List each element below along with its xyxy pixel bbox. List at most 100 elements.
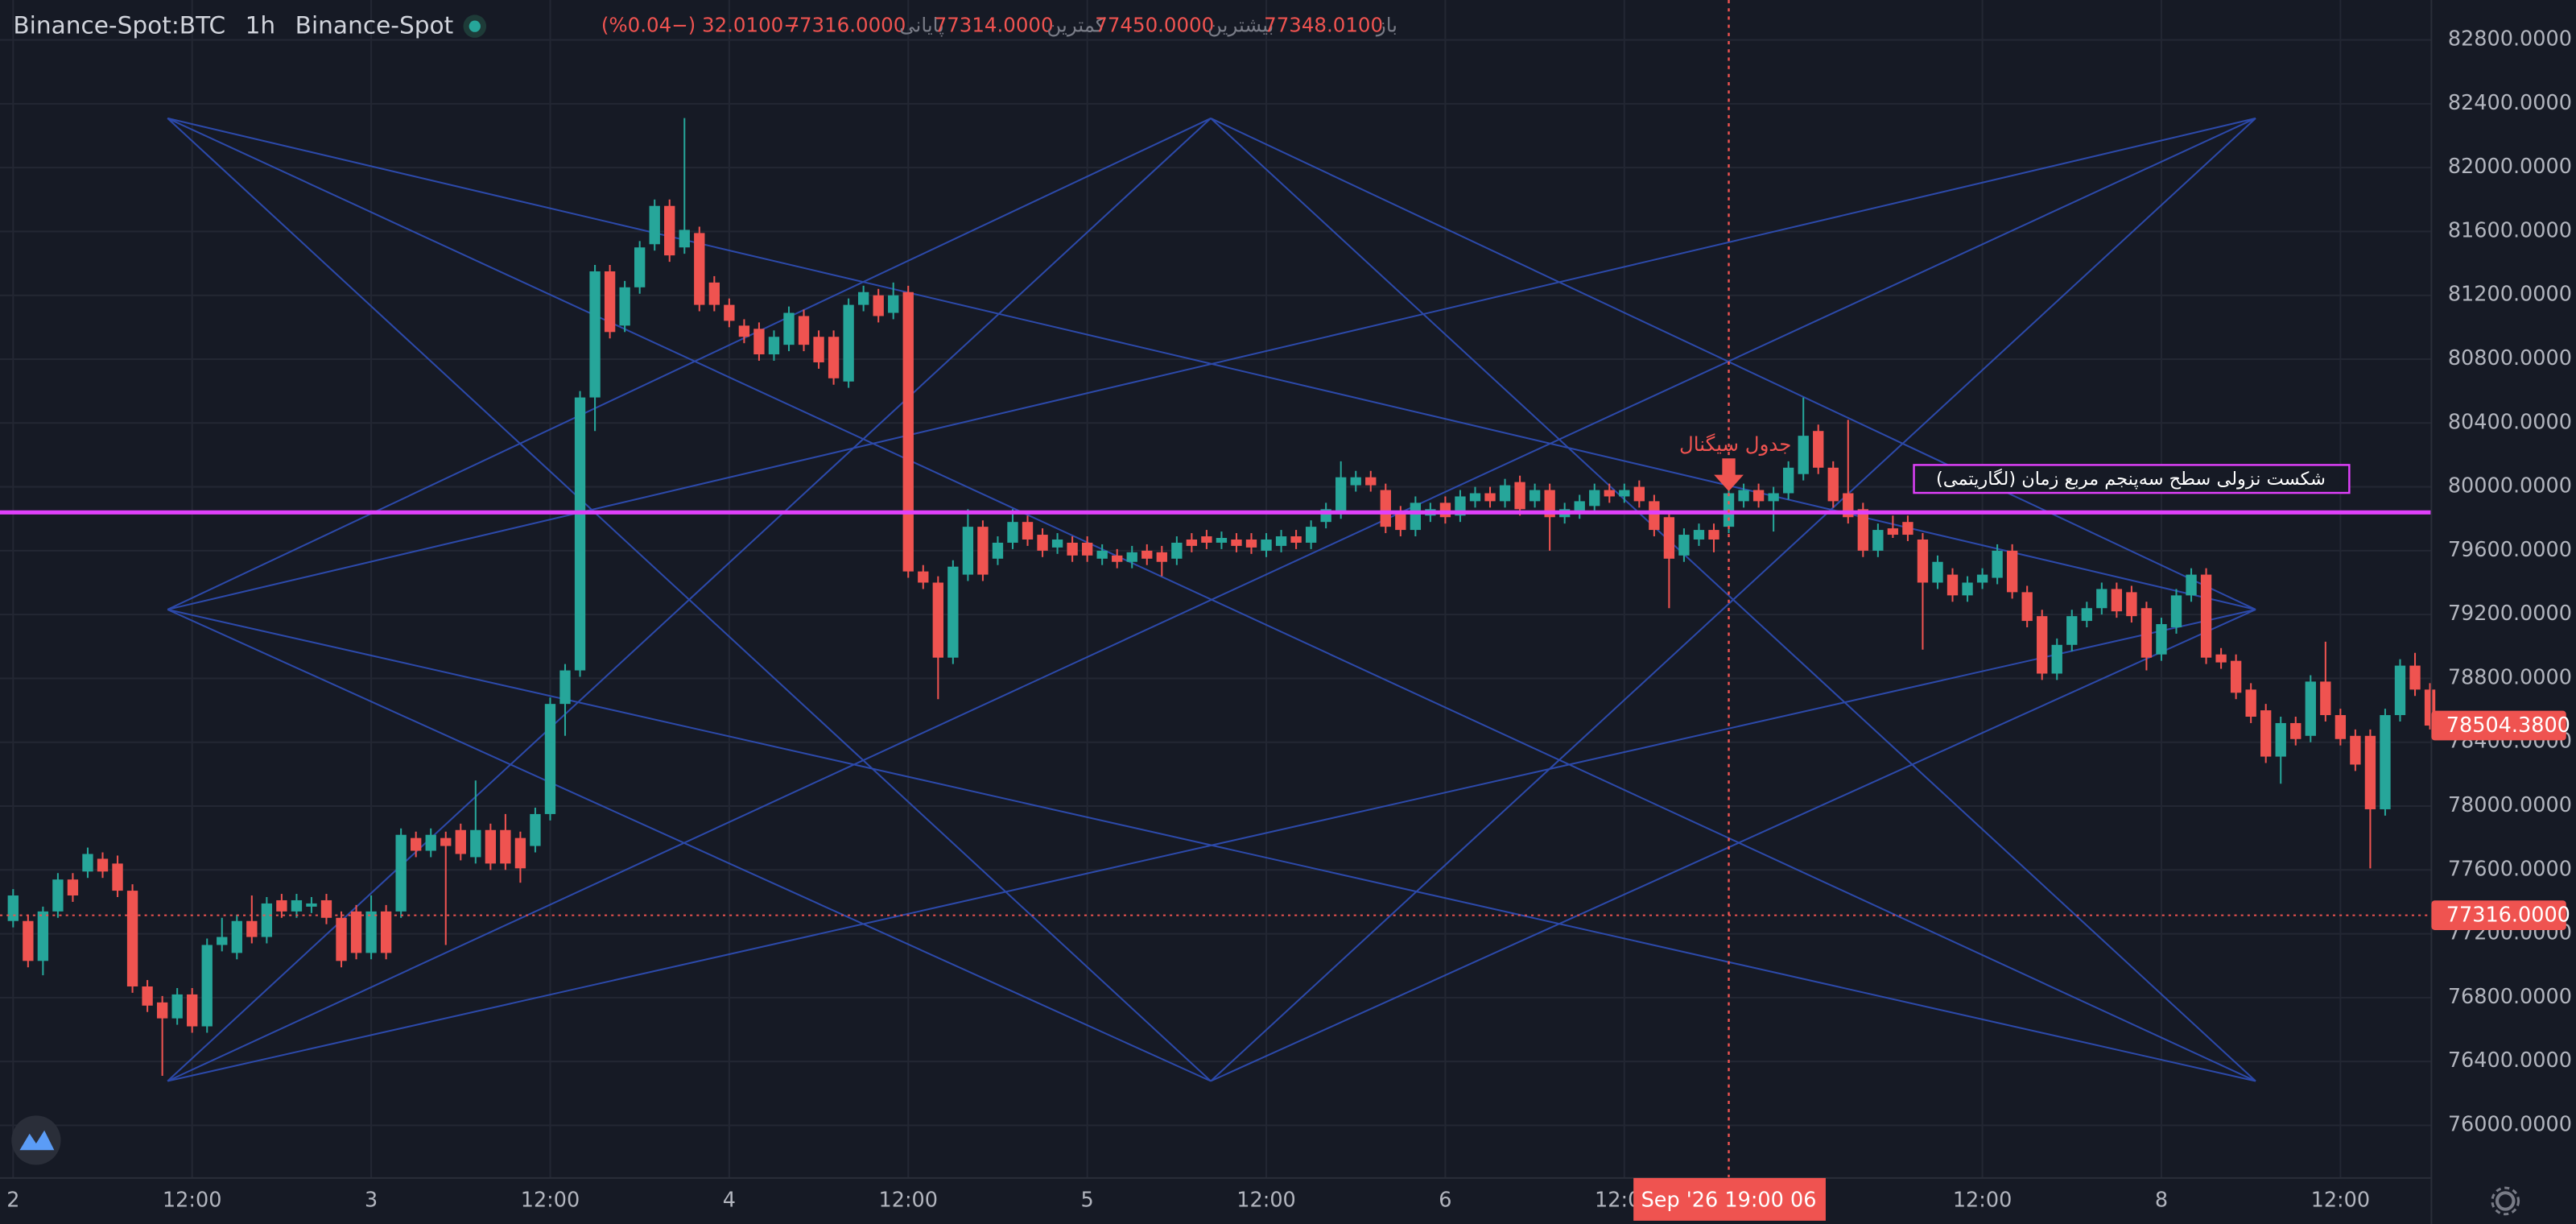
y-tick-label: 80400.0000	[2448, 410, 2572, 434]
candle-body	[2156, 624, 2167, 655]
y-tick-label: 82400.0000	[2448, 91, 2572, 115]
candle-body	[1126, 552, 1137, 562]
candle-body	[2111, 589, 2123, 612]
candle-body	[738, 325, 750, 337]
candle-body	[1007, 522, 1018, 543]
candle-body	[544, 704, 556, 814]
logo	[11, 1115, 61, 1165]
candle-body	[1946, 574, 1959, 596]
candle-body	[500, 829, 511, 864]
candle-body	[1827, 467, 1839, 502]
candle-body	[2275, 722, 2286, 757]
candle-body	[2066, 616, 2078, 645]
y-tick-label: 77600.0000	[2448, 857, 2572, 881]
candle-body	[1022, 522, 1034, 540]
candle-body	[649, 205, 660, 245]
candle-body	[2140, 608, 2153, 658]
candle-body	[1798, 436, 1809, 474]
candle-body	[411, 837, 422, 851]
candle-body	[604, 271, 616, 333]
candle-body	[1201, 536, 1212, 543]
candle-body	[1081, 542, 1093, 556]
candle-body	[1484, 493, 1496, 502]
candle-body	[708, 282, 720, 305]
candle-body	[2051, 644, 2062, 674]
candle-body	[1574, 501, 1585, 513]
legend-change: −32.0100 (−0.04%)	[601, 14, 800, 37]
exchange: Binance-Spot	[295, 11, 454, 39]
candle-body	[2186, 574, 2197, 596]
x-tick-label: 12:00	[1953, 1188, 2013, 1212]
candle-body	[1245, 539, 1257, 548]
settings-icon[interactable]	[2491, 1186, 2520, 1216]
candle-body	[37, 911, 49, 961]
crosshair-label: Sep '26 19:00 06	[1641, 1188, 1817, 1212]
candle-body	[1469, 493, 1481, 502]
candle-body	[2320, 681, 2331, 716]
y-tick-label: 79200.0000	[2448, 602, 2572, 626]
x-tick-label: 3	[365, 1188, 378, 1212]
candle-body	[395, 834, 407, 912]
x-tick-label: 12:00	[1236, 1188, 1296, 1212]
status-dot	[469, 20, 481, 32]
candle-body	[724, 304, 735, 321]
candle-body	[694, 233, 705, 305]
candle-body	[1678, 535, 1690, 556]
candle-body	[1813, 431, 1824, 468]
axes: 76000.000076400.000076800.000077200.0000…	[6, 27, 2572, 1221]
candle-body	[2215, 654, 2227, 663]
candle-body	[679, 229, 690, 248]
y-tick-label: 81200.0000	[2448, 283, 2572, 307]
legend-value: 77348.0100	[1264, 14, 1383, 37]
candle-body	[2380, 715, 2391, 809]
candle-body	[246, 920, 258, 937]
x-tick-label: 4	[723, 1188, 736, 1212]
candle-body	[2260, 710, 2272, 757]
candle-body	[1529, 490, 1541, 502]
gann-square	[167, 117, 2256, 1082]
candle-body	[1365, 477, 1377, 486]
candle-body	[1335, 477, 1347, 513]
legend-label: بیشترین	[1208, 14, 1274, 37]
candle-body	[1902, 522, 1913, 536]
candle-body	[664, 205, 675, 256]
candle-body	[1499, 485, 1511, 502]
interval: 1h	[246, 11, 276, 39]
candle-body	[1216, 538, 1228, 543]
candle-body	[276, 899, 287, 912]
candle-body	[947, 566, 959, 658]
candle-body	[126, 891, 138, 987]
candle-body	[1693, 530, 1705, 540]
legend-value: 77314.0000	[935, 14, 1054, 37]
x-tick-label: 12:00	[2311, 1188, 2371, 1212]
x-tick-label: 12:00	[878, 1188, 938, 1212]
candle-body	[1514, 482, 1525, 510]
candle-body	[1037, 535, 1048, 551]
candle-body	[1976, 574, 1988, 583]
candle-body	[530, 813, 541, 846]
candle-body	[589, 271, 601, 398]
candle-body	[201, 945, 213, 1027]
x-tick-label: 12:00	[521, 1188, 580, 1212]
candle-body	[902, 292, 914, 572]
candle-body	[97, 858, 109, 872]
candle-body	[485, 829, 497, 864]
candle-body	[2021, 592, 2033, 622]
candle-body	[1261, 539, 1272, 551]
candle-body	[142, 986, 153, 1006]
candle-body	[171, 994, 183, 1019]
grid	[0, 0, 2432, 1178]
x-tick-label: 12:00	[163, 1188, 222, 1212]
candle-body	[1439, 502, 1451, 518]
candle-body	[470, 829, 481, 858]
legend-label: باز	[1375, 14, 1397, 37]
candle-body	[1708, 530, 1719, 540]
candle-body	[574, 397, 586, 671]
candle-body	[2409, 665, 2421, 690]
candle-body	[82, 854, 93, 872]
candle-body	[2230, 660, 2242, 693]
candle-body	[514, 837, 526, 869]
candle-body	[828, 337, 840, 378]
candle-body	[7, 895, 19, 921]
